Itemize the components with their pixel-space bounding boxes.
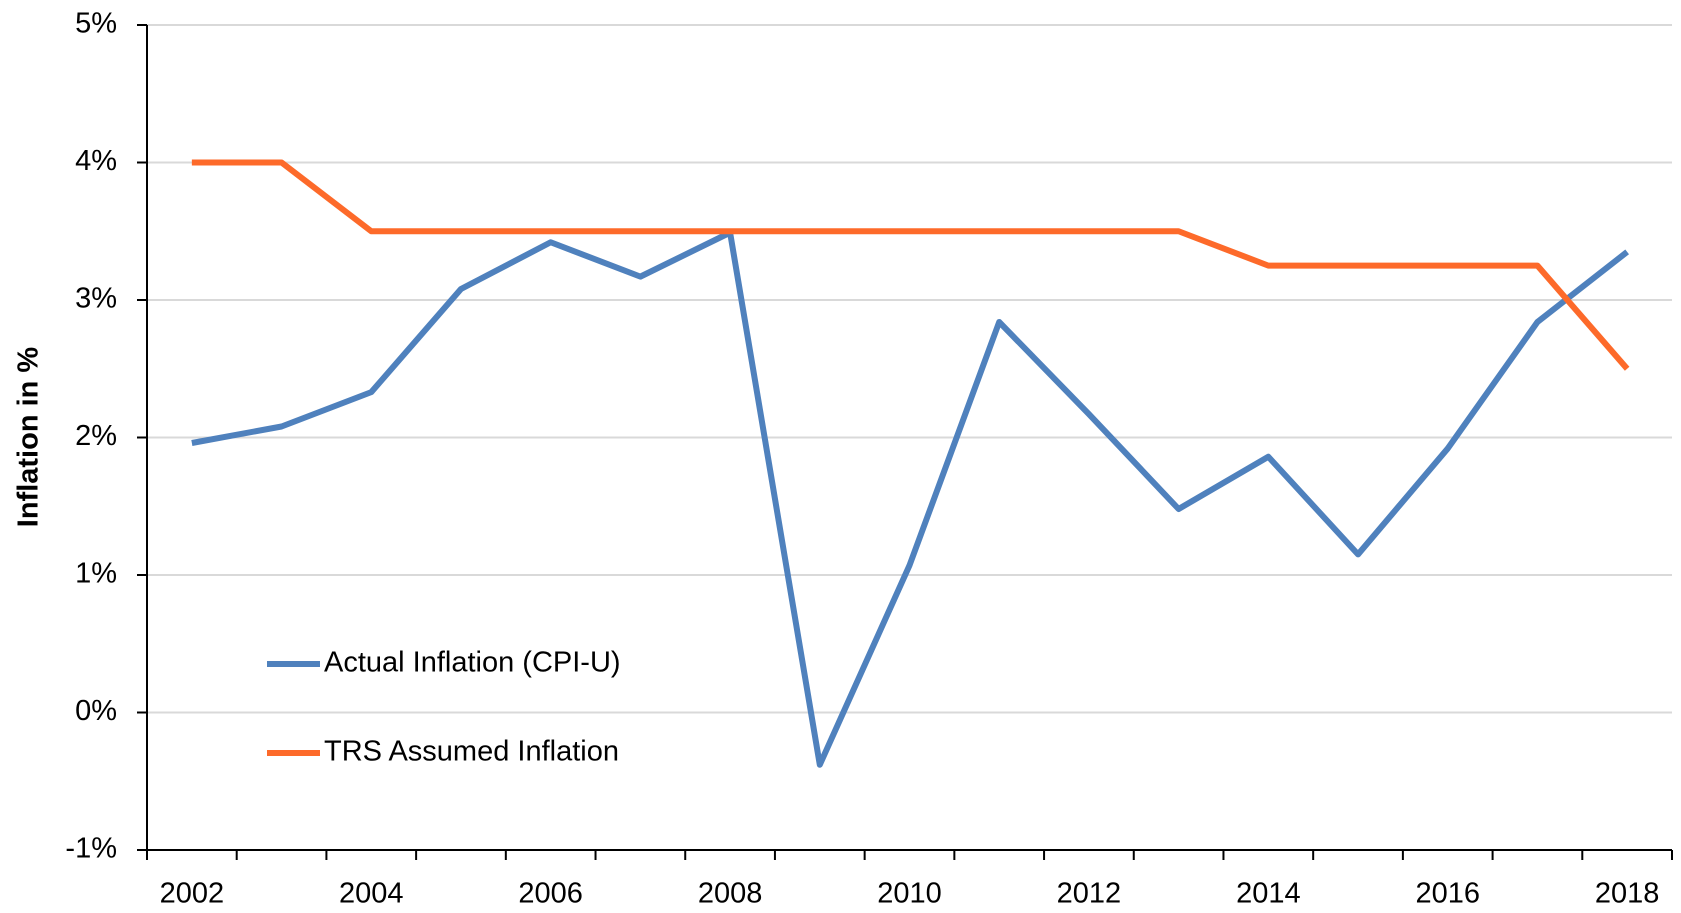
line-series bbox=[191, 159, 1630, 371]
x-tick-label: 2018 bbox=[1595, 878, 1660, 910]
y-tick-label: 0% bbox=[75, 695, 117, 727]
x-tick-label: 2016 bbox=[1415, 878, 1480, 910]
x-tick-label: 2014 bbox=[1236, 878, 1301, 910]
y-tick-label: 5% bbox=[75, 8, 117, 40]
y-tick-label: 4% bbox=[75, 145, 117, 177]
y-tick-label: 1% bbox=[75, 558, 117, 590]
y-tick-label: 3% bbox=[75, 283, 117, 315]
legend-label: Actual Inflation (CPI-U) bbox=[324, 647, 621, 679]
x-tick-label: 2012 bbox=[1057, 878, 1122, 910]
grid bbox=[147, 24, 1672, 714]
x-tick-label: 2004 bbox=[339, 878, 404, 910]
y-tick-label: -1% bbox=[65, 833, 117, 865]
x-tick-label: 2002 bbox=[160, 878, 225, 910]
legend: Actual Inflation (CPI-U) TRS Assumed Inf… bbox=[267, 647, 621, 768]
x-tick-label: 2010 bbox=[877, 878, 942, 910]
y-axis-label: Inflation in % bbox=[13, 347, 45, 528]
x-tick-label: 2006 bbox=[518, 878, 583, 910]
y-tick-label: 2% bbox=[75, 420, 117, 452]
legend-label: TRS Assumed Inflation bbox=[324, 736, 619, 768]
x-tick-label: 2008 bbox=[698, 878, 763, 910]
line-series bbox=[191, 229, 1629, 768]
